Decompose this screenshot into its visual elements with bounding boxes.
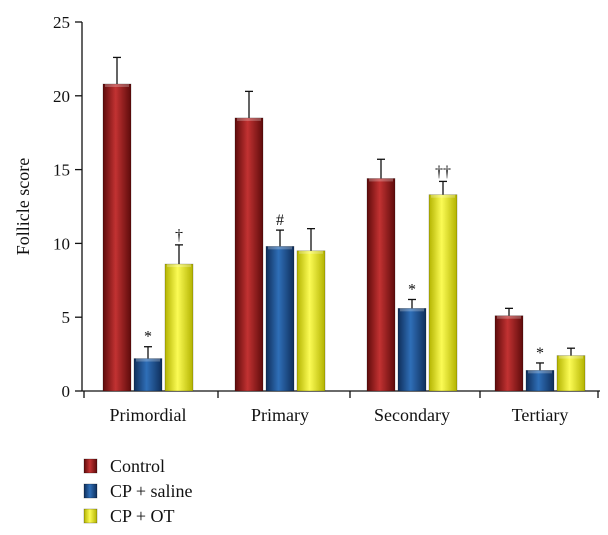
bar xyxy=(164,263,194,392)
bar xyxy=(102,83,132,392)
significance-marker: * xyxy=(144,329,152,346)
legend-swatch xyxy=(83,458,98,474)
bar-highlight xyxy=(528,370,552,374)
bar-highlight xyxy=(559,355,583,359)
x-category-label: Secondary xyxy=(374,405,450,425)
bar xyxy=(296,250,326,392)
bar xyxy=(556,355,586,392)
bar xyxy=(525,370,555,392)
y-tick-label: 25 xyxy=(53,13,70,32)
significance-marker: † xyxy=(175,227,183,244)
significance-marker: # xyxy=(276,212,284,229)
bar-highlight xyxy=(268,246,292,250)
bar-highlight xyxy=(400,308,424,312)
bar-highlight xyxy=(299,250,323,254)
bar xyxy=(265,246,295,392)
bar xyxy=(494,315,524,392)
bar-highlight xyxy=(136,358,160,362)
bar xyxy=(234,117,264,392)
y-tick-label: 5 xyxy=(62,308,71,327)
legend-label: Control xyxy=(110,456,165,476)
y-tick-label: 20 xyxy=(53,87,70,106)
x-category-label: Primordial xyxy=(110,405,187,425)
significance-marker: †† xyxy=(435,163,451,180)
y-tick-label: 10 xyxy=(53,234,70,253)
bar-highlight xyxy=(369,178,393,182)
bar xyxy=(428,194,458,392)
legend-label: CP + saline xyxy=(110,481,193,501)
x-category-label: Tertiary xyxy=(512,405,569,425)
y-tick-label: 0 xyxy=(62,382,71,401)
bar-highlight xyxy=(105,83,129,87)
y-tick-label: 15 xyxy=(53,161,70,180)
bar-highlight xyxy=(237,117,261,121)
bar xyxy=(133,358,163,392)
bar xyxy=(397,308,427,392)
legend-swatch xyxy=(83,508,98,524)
legend-label: CP + OT xyxy=(110,506,175,526)
legend-swatch xyxy=(83,483,98,499)
significance-marker: * xyxy=(408,281,416,298)
x-category-label: Primary xyxy=(251,405,309,425)
bar-highlight xyxy=(431,194,455,198)
bar xyxy=(366,178,396,392)
y-axis-label: Follicle score xyxy=(13,158,33,255)
bar-highlight xyxy=(167,264,191,268)
significance-marker: * xyxy=(536,345,544,362)
bar-highlight xyxy=(497,315,521,319)
